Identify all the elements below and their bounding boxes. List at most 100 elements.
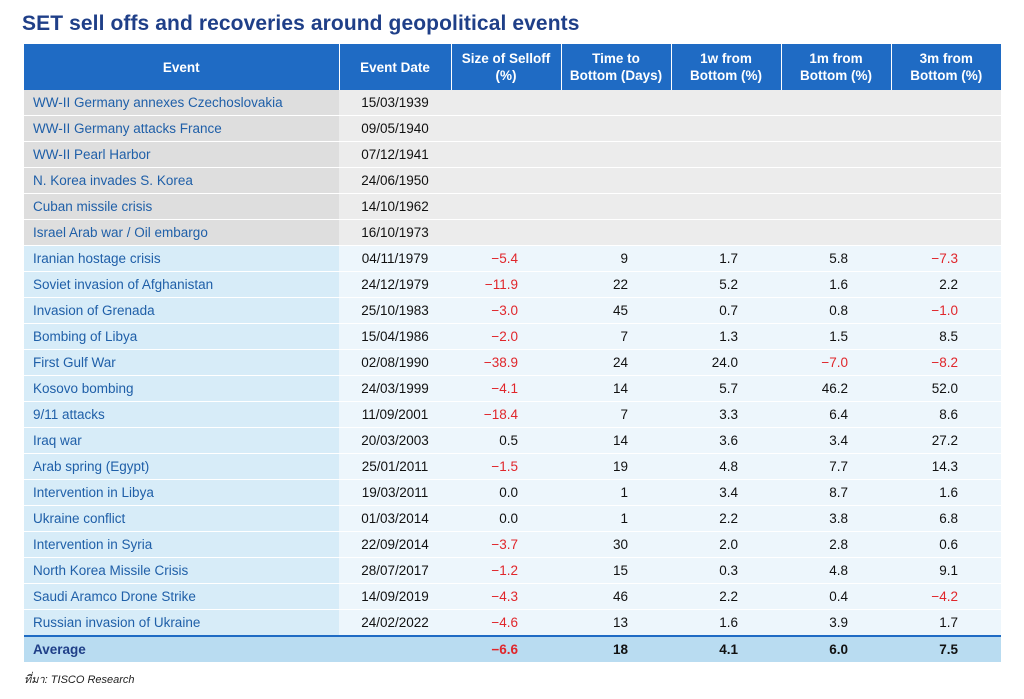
- selloff-value: −11.9: [451, 271, 561, 298]
- w1-value: 0.3: [671, 557, 781, 584]
- event-name: Intervention in Syria: [24, 531, 339, 558]
- event-date: 15/03/1939: [339, 90, 451, 116]
- event-name: Invasion of Grenada: [24, 297, 339, 324]
- table-row: Bombing of Libya 15/04/1986 −2.0 7 1.3 1.5 8.5: [24, 323, 1001, 350]
- days-value: [561, 219, 671, 246]
- days-value: 13: [561, 609, 671, 637]
- selloff-value: −38.9: [451, 349, 561, 376]
- table-row: Kosovo bombing 24/03/1999 −4.1 14 5.7 46.2 52.…: [24, 375, 1001, 402]
- event-date: 28/07/2017: [339, 557, 451, 584]
- header-event: Event: [24, 44, 340, 90]
- table-row: Arab spring (Egypt) 25/01/2011 −1.5 19 4.8 7.…: [24, 453, 1001, 480]
- m3-value: [891, 90, 1001, 116]
- m3-value: −8.2: [891, 349, 1001, 376]
- header-1m: 1m from Bottom (%): [781, 44, 892, 90]
- table-row: Invasion of Grenada 25/10/1983 −3.0 45 0.7 0.…: [24, 297, 1001, 324]
- m1-value: 1.6: [781, 271, 891, 298]
- days-value: [561, 115, 671, 142]
- table-row: First Gulf War 02/08/1990 −38.9 24 24.0 −7.0−…: [24, 349, 1001, 376]
- m1-value: 3.8: [781, 505, 891, 532]
- m3-value: [891, 167, 1001, 194]
- days-value: 9: [561, 245, 671, 272]
- days-value: 7: [561, 323, 671, 350]
- w1-value: 1.7: [671, 245, 781, 272]
- table-row: WW-II Germany annexes Czechoslovakia 15/0…: [24, 90, 1001, 116]
- m1-value: 7.7: [781, 453, 891, 480]
- event-name: WW-II Pearl Harbor: [24, 141, 339, 168]
- m1-value: 3.4: [781, 427, 891, 454]
- days-value: 15: [561, 557, 671, 584]
- event-name: 9/11 attacks: [24, 401, 339, 428]
- event-name: Arab spring (Egypt): [24, 453, 339, 480]
- m1-value: 4.8: [781, 557, 891, 584]
- w1-value: 3.3: [671, 401, 781, 428]
- selloff-value: −4.1: [451, 375, 561, 402]
- days-value: 1: [561, 479, 671, 506]
- selloff-value: −3.0: [451, 297, 561, 324]
- average-m1-value: 6.0: [781, 635, 891, 663]
- selloff-value: 0.0: [451, 479, 561, 506]
- event-date: 01/03/2014: [339, 505, 451, 532]
- days-value: [561, 90, 671, 116]
- event-name: Iraq war: [24, 427, 339, 454]
- m1-value: 0.4: [781, 583, 891, 610]
- table-row: 9/11 attacks 11/09/2001 −18.4 7 3.3 6.4 8.6: [24, 401, 1001, 428]
- m3-value: −7.3: [891, 245, 1001, 272]
- w1-value: [671, 115, 781, 142]
- table-body: WW-II Germany annexes Czechoslovakia 15/0…: [24, 90, 1001, 663]
- m3-value: [891, 219, 1001, 246]
- w1-value: 5.7: [671, 375, 781, 402]
- event-date: 14/09/2019: [339, 583, 451, 610]
- m1-value: 1.5: [781, 323, 891, 350]
- event-date: 24/02/2022: [339, 609, 451, 637]
- m3-value: −4.2: [891, 583, 1001, 610]
- m3-value: 1.7: [891, 609, 1001, 637]
- selloff-value: −1.2: [451, 557, 561, 584]
- m3-value: 14.3: [891, 453, 1001, 480]
- m1-value: 8.7: [781, 479, 891, 506]
- table-row: Russian invasion of Ukraine 24/02/2022 −4.…: [24, 609, 1001, 637]
- event-date: 24/03/1999: [339, 375, 451, 402]
- w1-value: 0.7: [671, 297, 781, 324]
- event-date: 04/11/1979: [339, 245, 451, 272]
- w1-value: [671, 193, 781, 220]
- selloff-value: −18.4: [451, 401, 561, 428]
- average-event-date: [339, 635, 451, 663]
- m1-value: [781, 141, 891, 168]
- w1-value: [671, 167, 781, 194]
- selloff-value: −1.5: [451, 453, 561, 480]
- w1-value: [671, 219, 781, 246]
- source-note: ที่มา: TISCO Research: [24, 674, 135, 686]
- days-value: 22: [561, 271, 671, 298]
- m1-value: 6.4: [781, 401, 891, 428]
- w1-value: 2.2: [671, 505, 781, 532]
- average-selloff-value: −6.6: [451, 635, 561, 663]
- event-name: Israel Arab war / Oil embargo: [24, 219, 339, 246]
- w1-value: 3.6: [671, 427, 781, 454]
- event-name: Russian invasion of Ukraine: [24, 609, 339, 637]
- m1-value: [781, 115, 891, 142]
- selloff-value: [451, 90, 561, 116]
- event-name: Bombing of Libya: [24, 323, 339, 350]
- event-date: 25/10/1983: [339, 297, 451, 324]
- m3-value: 9.1: [891, 557, 1001, 584]
- m3-value: [891, 141, 1001, 168]
- event-date: 25/01/2011: [339, 453, 451, 480]
- selloff-value: −3.7: [451, 531, 561, 558]
- event-date: 19/03/2011: [339, 479, 451, 506]
- header-selloff: Size of Selloff (%): [451, 44, 562, 90]
- days-value: 1: [561, 505, 671, 532]
- m3-value: [891, 193, 1001, 220]
- table-row: WW-II Pearl Harbor 07/12/1941: [24, 141, 1001, 168]
- m1-value: 5.8: [781, 245, 891, 272]
- m1-value: 46.2: [781, 375, 891, 402]
- days-value: 45: [561, 297, 671, 324]
- event-name: N. Korea invades S. Korea: [24, 167, 339, 194]
- table-row: Intervention in Libya 19/03/2011 0.0 1 3.4 8.…: [24, 479, 1001, 506]
- w1-value: [671, 141, 781, 168]
- event-name: WW-II Germany annexes Czechoslovakia: [24, 90, 339, 116]
- event-name: Cuban missile crisis: [24, 193, 339, 220]
- m1-value: 0.8: [781, 297, 891, 324]
- days-value: 14: [561, 427, 671, 454]
- table-row: Israel Arab war / Oil embargo 16/10/1973: [24, 219, 1001, 246]
